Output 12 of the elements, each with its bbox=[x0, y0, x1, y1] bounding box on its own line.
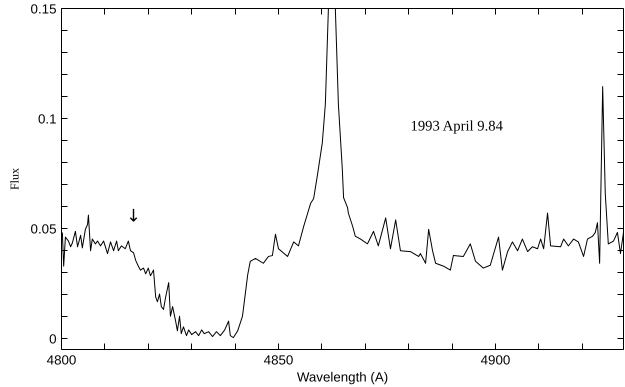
x-axis-title: Wavelength (A) bbox=[296, 370, 388, 384]
x-tick-label: 4850 bbox=[264, 352, 294, 368]
line-series bbox=[62, 8, 624, 338]
annotation: ↓ bbox=[126, 206, 141, 226]
x-tick-label: 4900 bbox=[480, 352, 510, 368]
x-tick-label: 4800 bbox=[46, 352, 76, 368]
y-tick-label: 0 bbox=[49, 332, 57, 346]
y-axis-title: Flux bbox=[8, 168, 22, 190]
y-tick-label: 0.1 bbox=[38, 112, 57, 126]
annotation: 1993 April 9.84 bbox=[410, 118, 504, 134]
y-tick-label: 0.05 bbox=[30, 222, 57, 236]
y-tick-label: 0.15 bbox=[30, 2, 57, 16]
